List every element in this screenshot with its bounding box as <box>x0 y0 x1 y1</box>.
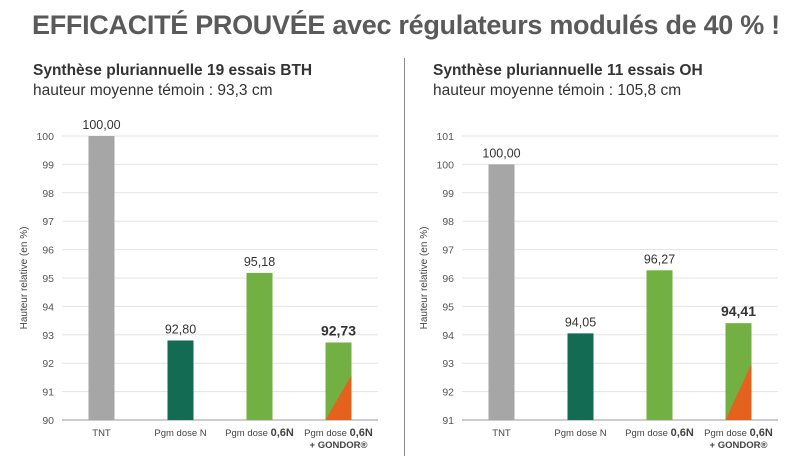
chart-title: Synthèse pluriannuelle 11 essais OH <box>433 62 703 79</box>
x-tick-label-text: Pgm dose <box>625 428 670 439</box>
data-label: 96,27 <box>644 252 675 266</box>
y-tick-label: 96 <box>442 273 454 285</box>
y-tick-label: 99 <box>442 188 454 200</box>
bar <box>167 340 194 420</box>
chart-panel-bth: Synthèse pluriannuelle 19 essais BTH hau… <box>0 58 380 458</box>
y-tick-label: 91 <box>442 415 454 427</box>
data-label: 92,73 <box>321 322 356 338</box>
x-tick-label-text: TNT <box>492 428 511 439</box>
chart-panel-oh: Synthèse pluriannuelle 11 essais OH haut… <box>400 58 780 458</box>
x-tick-label: TNT <box>92 428 111 439</box>
x-tick-label: Pgm dose 0,6N <box>225 427 294 439</box>
x-tick-label-line2: + GONDOR® <box>710 440 768 451</box>
x-tick-label-line2: + GONDOR® <box>310 440 368 451</box>
y-tick-label: 98 <box>42 188 54 200</box>
y-tick-label: 100 <box>436 159 454 171</box>
y-tick-label: 91 <box>42 387 54 399</box>
y-tick-label: 94 <box>42 301 54 313</box>
x-tick-label-bold: 0,6N <box>750 427 773 439</box>
chart-title: Synthèse pluriannuelle 19 essais BTH <box>33 62 313 79</box>
bar <box>246 272 273 420</box>
data-label: 92,80 <box>165 322 196 336</box>
bar-chart-bth: 90 91 92 93 94 95 96 97 98 99 100 Hauteur relative … <box>19 118 378 451</box>
x-tick-label: Pgm dose N <box>554 428 606 439</box>
y-axis-label: Hauteur relative (en %) <box>19 227 30 330</box>
x-tick-label-text: Pgm dose N <box>154 428 206 439</box>
y-tick-label: 95 <box>442 301 454 313</box>
y-tick-label: 93 <box>442 358 454 370</box>
y-tick-label: 95 <box>42 273 54 285</box>
x-tick-label-text: TNT <box>92 428 111 439</box>
y-axis-label: Hauteur relative (en %) <box>419 227 430 330</box>
y-tick-label: 97 <box>42 216 54 228</box>
y-tick-label: 99 <box>42 159 54 171</box>
y-tick-label: 92 <box>442 387 454 399</box>
y-tick-label: 96 <box>42 245 54 257</box>
x-tick-label: Pgm dose 0,6N <box>304 427 373 439</box>
data-label: 100,00 <box>482 146 520 160</box>
y-tick-label: 100 <box>36 131 54 143</box>
panel-divider <box>404 58 405 456</box>
page-headline: EFFICACITÉ PROUVÉE avec régulateurs modu… <box>32 10 780 40</box>
y-tick-label: 93 <box>42 330 54 342</box>
x-tick-label: Pgm dose 0,6N <box>625 427 694 439</box>
x-tick-label-text: Pgm dose <box>304 428 349 439</box>
x-tick-label-text: Pgm dose N <box>554 428 606 439</box>
y-tick-label: 101 <box>436 131 454 143</box>
x-tick-label-bold: 0,6N <box>671 427 694 439</box>
bar-orange-overlay <box>325 375 352 420</box>
chart-subtitle: hauteur moyenne témoin : 93,3 cm <box>33 82 273 99</box>
x-tick-label-bold: 0,6N <box>350 427 373 439</box>
x-tick-label: Pgm dose 0,6N <box>704 427 773 439</box>
x-tick-label-text: Pgm dose <box>225 428 270 439</box>
x-tick-label-text: Pgm dose <box>704 428 749 439</box>
data-label: 94,05 <box>565 315 596 329</box>
bar <box>488 164 515 420</box>
y-tick-label: 92 <box>42 358 54 370</box>
x-tick-label: Pgm dose N <box>154 428 206 439</box>
bar <box>646 270 673 420</box>
bar <box>567 333 594 420</box>
y-tick-label: 98 <box>442 216 454 228</box>
y-tick-label: 94 <box>442 330 454 342</box>
chart-subtitle: hauteur moyenne témoin : 105,8 cm <box>433 82 682 99</box>
bar <box>88 136 115 420</box>
x-tick-label: TNT <box>492 428 511 439</box>
y-tick-label: 97 <box>442 245 454 257</box>
x-tick-label-bold: 0,6N <box>271 427 294 439</box>
bar-chart-oh: 91 92 93 94 95 96 97 98 99 100 101 Hauteur relative… <box>419 131 778 451</box>
data-label: 95,18 <box>244 255 275 269</box>
data-label: 94,41 <box>721 303 756 319</box>
bar-orange-overlay <box>725 363 752 420</box>
data-label: 100,00 <box>82 118 120 132</box>
y-tick-label: 90 <box>42 415 54 427</box>
